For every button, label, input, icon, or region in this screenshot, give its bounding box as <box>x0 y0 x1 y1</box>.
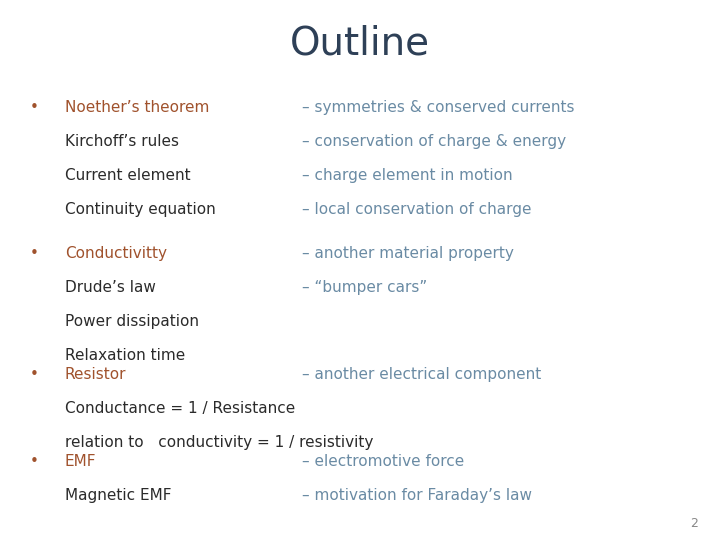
Text: EMF: EMF <box>65 454 96 469</box>
Text: Kirchoff’s rules: Kirchoff’s rules <box>65 134 179 149</box>
Text: Noether’s theorem: Noether’s theorem <box>65 100 210 115</box>
Text: – symmetries & conserved currents: – symmetries & conserved currents <box>302 100 575 115</box>
Text: Power dissipation: Power dissipation <box>65 314 199 329</box>
Text: – another material property: – another material property <box>302 246 514 261</box>
Text: relation to   conductivity = 1 / resistivity: relation to conductivity = 1 / resistivi… <box>65 435 373 450</box>
Text: 2: 2 <box>690 517 698 530</box>
Text: Magnetic EMF: Magnetic EMF <box>65 488 171 503</box>
Text: – charge element in motion: – charge element in motion <box>302 168 513 183</box>
Text: Resistor: Resistor <box>65 367 126 382</box>
Text: •: • <box>30 367 39 382</box>
Text: •: • <box>30 100 39 115</box>
Text: – conservation of charge & energy: – conservation of charge & energy <box>302 134 567 149</box>
Text: Conductivitty: Conductivitty <box>65 246 167 261</box>
Text: Relaxation time: Relaxation time <box>65 348 185 363</box>
Text: Drude’s law: Drude’s law <box>65 280 156 295</box>
Text: Outline: Outline <box>290 24 430 62</box>
Text: – another electrical component: – another electrical component <box>302 367 541 382</box>
Text: – electromotive force: – electromotive force <box>302 454 464 469</box>
Text: Conductance = 1 / Resistance: Conductance = 1 / Resistance <box>65 401 295 416</box>
Text: •: • <box>30 454 39 469</box>
Text: – motivation for Faraday’s law: – motivation for Faraday’s law <box>302 488 532 503</box>
Text: Current element: Current element <box>65 168 190 183</box>
Text: •: • <box>30 246 39 261</box>
Text: – “bumper cars”: – “bumper cars” <box>302 280 428 295</box>
Text: – local conservation of charge: – local conservation of charge <box>302 202 532 217</box>
Text: Continuity equation: Continuity equation <box>65 202 215 217</box>
